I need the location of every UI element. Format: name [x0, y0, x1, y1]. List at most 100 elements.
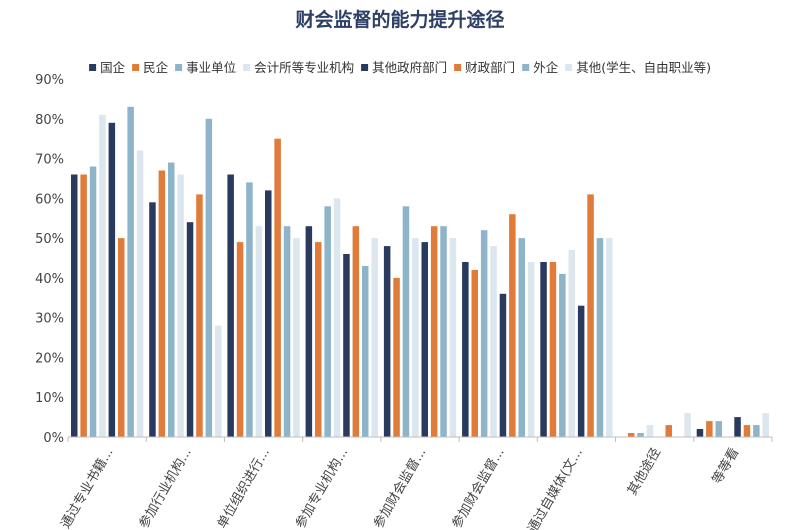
bar [509, 214, 516, 437]
bar [527, 262, 535, 437]
x-tick-label: 其他途径 [624, 445, 664, 498]
legend-item: 财政部门 [454, 60, 515, 75]
x-tick-label: 通过专业书籍... [58, 445, 117, 530]
bar [196, 194, 203, 437]
chart-legend: 国企 民企 事业单位 会计所等专业机构 其他政府部门 财政部门 外企 其他(学生、自由职业等) [89, 60, 711, 75]
y-tick-label: 20% [35, 351, 64, 366]
legend-label: 其他政府部门 [372, 60, 447, 75]
bar [236, 242, 244, 437]
chart-title: 财会监督的能力提升途径 [295, 8, 504, 31]
bar [696, 429, 704, 437]
legend-label: 事业单位 [186, 60, 236, 75]
bar [471, 269, 478, 437]
legend-label: 其他(学生、自由职业等) [576, 60, 711, 75]
y-tick-label: 30% [35, 312, 64, 327]
y-tick-label: 60% [35, 192, 64, 207]
bar [665, 425, 672, 437]
bar [89, 166, 97, 437]
bar [371, 238, 378, 437]
bar [158, 170, 166, 437]
x-tick-label: 单位组织进行... [215, 446, 273, 530]
bars-area [71, 106, 769, 438]
bar [80, 174, 87, 437]
x-tick-label: 参加行业机构... [136, 445, 195, 530]
bar [743, 425, 751, 437]
bar [762, 413, 769, 437]
bar [706, 421, 713, 437]
bar [412, 238, 419, 437]
bar [549, 262, 557, 437]
bar [715, 421, 722, 437]
y-axis: 0% 10% 20% 30% 40% 50% 60% 70% 80% 90% [35, 73, 64, 446]
legend-label: 外企 [533, 60, 559, 75]
y-tick-label: 80% [35, 113, 64, 128]
bar [274, 138, 281, 437]
bar [568, 250, 575, 437]
bar [315, 242, 322, 437]
bar [127, 106, 134, 438]
bar [449, 238, 457, 437]
bar [462, 262, 469, 437]
legend-item: 民企 [132, 60, 169, 75]
bar [362, 266, 369, 437]
legend-item: 国企 [89, 60, 126, 75]
bar [646, 425, 654, 437]
x-tick-label: 参加财会监督... [449, 445, 508, 530]
x-tick-label: 参加专业机构... [292, 445, 351, 530]
legend-swatch [132, 64, 140, 71]
bar [559, 273, 566, 437]
legend-swatch [454, 64, 462, 71]
legend-item: 会计所等专业机构 [243, 60, 354, 75]
bar [480, 230, 488, 437]
bar [324, 206, 331, 437]
x-tick-label: 等等看 [709, 445, 742, 487]
bar [227, 174, 234, 437]
bar [587, 194, 594, 437]
bar [352, 226, 360, 437]
legend-item: 外企 [522, 60, 559, 75]
y-tick-label: 10% [35, 391, 64, 406]
bar [343, 254, 350, 437]
bar [540, 262, 547, 437]
legend-label: 国企 [100, 60, 126, 75]
x-tick-label: 参加财会监督... [370, 445, 429, 530]
bar [734, 417, 741, 437]
bar [402, 206, 410, 437]
legend-label: 民企 [143, 60, 169, 75]
legend-item: 其他政府部门 [361, 60, 447, 75]
bar [205, 118, 213, 438]
bar [186, 222, 194, 437]
bar [118, 238, 125, 437]
bar [596, 238, 604, 437]
legend-label: 财政部门 [465, 60, 515, 75]
bar [606, 238, 613, 437]
bar [246, 182, 253, 437]
bar [430, 226, 438, 437]
bar [293, 238, 300, 437]
x-axis: 通过专业书籍... 参加行业机构... 单位组织进行... 参加专业机构... 参加财会… [58, 437, 773, 530]
bar [490, 246, 497, 437]
bar [577, 305, 585, 437]
bar [108, 122, 116, 438]
legend-swatch [565, 64, 573, 71]
bar [71, 174, 78, 437]
legend-swatch [243, 64, 251, 71]
bar [136, 150, 144, 437]
bar [383, 246, 391, 437]
y-tick-label: 70% [35, 153, 64, 168]
y-tick-label: 40% [35, 272, 64, 287]
bar [177, 174, 184, 437]
legend-swatch [175, 64, 183, 71]
legend-label: 会计所等专业机构 [254, 60, 354, 75]
y-tick-label: 90% [35, 73, 64, 88]
legend-swatch [89, 64, 97, 71]
bar [265, 190, 272, 437]
bar [149, 202, 156, 437]
bar [421, 242, 428, 437]
bar [333, 198, 341, 437]
bar [627, 433, 635, 437]
bar [305, 226, 313, 437]
bar [168, 162, 175, 437]
y-tick-label: 50% [35, 232, 64, 247]
